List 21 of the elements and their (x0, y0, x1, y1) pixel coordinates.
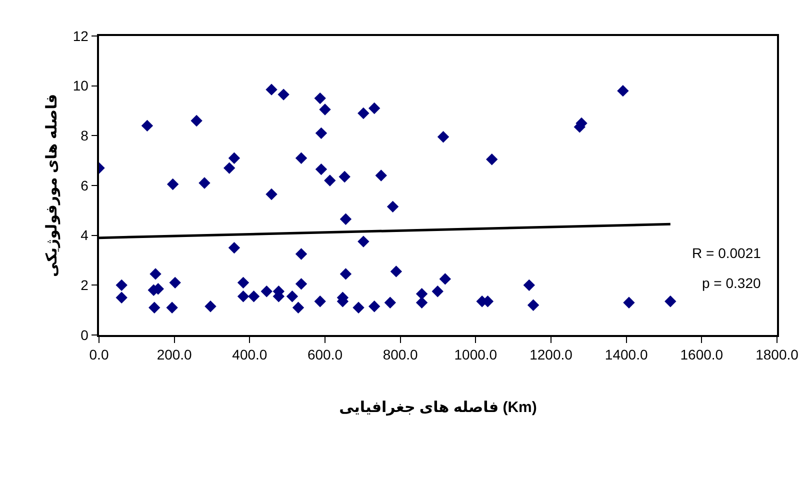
x-tick-label: 0.0 (89, 346, 109, 363)
x-tick-label: 1200.0 (530, 346, 573, 363)
x-tick-label: 1800.0 (756, 346, 799, 363)
y-tick-label: 8 (80, 128, 89, 144)
x-axis-title: فاصله های جغرافیایی (Km) (339, 399, 537, 416)
x-tick-label: 800.0 (382, 346, 418, 363)
x-tick-label: 200.0 (156, 346, 192, 363)
y-tick-label: 12 (72, 28, 89, 44)
x-tick-label: 600.0 (307, 346, 343, 363)
y-tick-label: 6 (80, 177, 89, 194)
annotation: p = 0.320 (702, 275, 761, 291)
y-tick-label: 4 (80, 227, 89, 244)
x-tick-label: 1400.0 (604, 346, 648, 363)
y-axis-title: فاصله های مورفولوژیکی (44, 94, 61, 278)
x-tick-label: 1600.0 (680, 346, 724, 363)
annotation: R = 0.0021 (692, 245, 762, 261)
x-tick-label: 1000.0 (454, 346, 498, 363)
y-tick-label: 0 (80, 326, 89, 343)
x-tick-label: 400.0 (232, 346, 268, 363)
y-tick-label: 2 (80, 277, 89, 294)
y-tick-label: 10 (72, 78, 89, 94)
